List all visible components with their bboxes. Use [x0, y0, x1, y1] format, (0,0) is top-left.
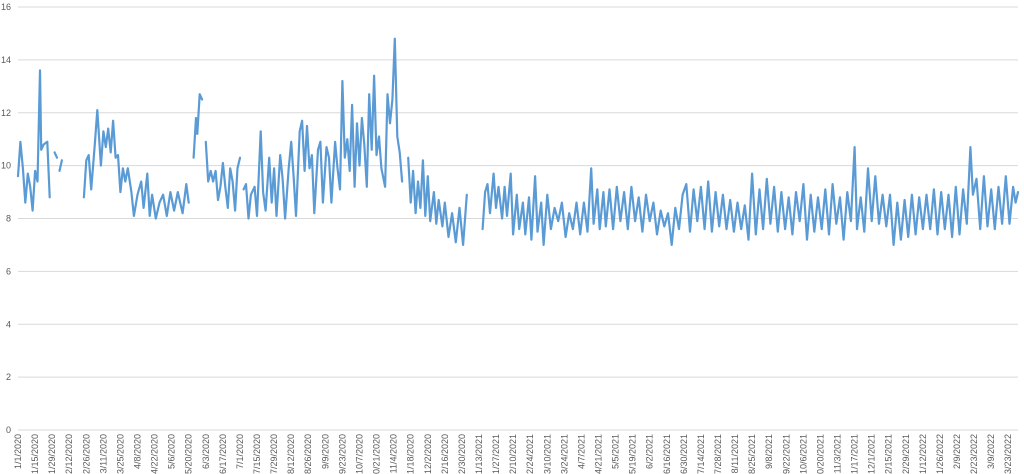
x-tick-label: 2/24/2021	[525, 434, 535, 474]
y-tick-label: 16	[1, 2, 11, 12]
x-tick-label: 12/15/2021	[884, 434, 894, 474]
x-tick-label: 3/24/2021	[559, 434, 569, 474]
x-tick-label: 6/30/2021	[679, 434, 689, 474]
x-tick-label: 6/17/2020	[218, 434, 228, 474]
x-tick-label: 8/26/2020	[303, 434, 313, 474]
x-tick-label: 9/23/2020	[337, 434, 347, 474]
series-line-segment	[481, 146, 1020, 246]
y-tick-label: 0	[6, 425, 11, 435]
y-tick-label: 8	[6, 214, 11, 224]
x-tick-label: 1/26/2022	[935, 434, 945, 474]
x-tick-label: 2/23/2022	[969, 434, 979, 474]
x-tick-label: 9/22/2021	[781, 434, 791, 474]
y-tick-label: 14	[1, 55, 11, 65]
series-line-segment	[58, 159, 63, 172]
x-tick-label: 3/11/2020	[98, 434, 108, 473]
x-tick-label: 7/1/2020	[235, 434, 245, 469]
x-tick-label: 1/13/2021	[474, 434, 484, 474]
x-tick-label: 7/29/2020	[269, 434, 279, 474]
x-tick-label: 5/5/2021	[611, 434, 621, 469]
x-tick-label: 11/4/2020	[389, 434, 399, 473]
x-tick-label: 11/3/2021	[833, 434, 843, 473]
x-tick-label: 3/10/2021	[542, 434, 552, 474]
x-tick-label: 7/15/2020	[252, 434, 262, 474]
x-tick-label: 1/27/2021	[491, 434, 501, 474]
x-tick-label: 1/29/2020	[47, 434, 57, 474]
series-line-segment	[204, 140, 242, 212]
x-tick-label: 3/25/2020	[115, 434, 125, 474]
x-tick-label: 10/21/2020	[372, 434, 382, 474]
y-tick-label: 2	[6, 372, 11, 382]
y-tick-label: 12	[1, 108, 11, 118]
x-tick-label: 1/1/2020	[13, 434, 23, 469]
x-tick-label: 2/26/2020	[81, 434, 91, 474]
x-tick-label: 7/28/2021	[713, 434, 723, 474]
x-tick-label: 6/16/2021	[662, 434, 672, 474]
x-tick-label: 9/8/2021	[764, 434, 774, 469]
x-tick-label: 2/9/2022	[952, 434, 962, 469]
x-tick-label: 8/25/2021	[747, 434, 757, 474]
y-tick-label: 6	[6, 266, 11, 276]
x-tick-label: 11/17/2021	[850, 434, 860, 474]
x-tick-label: 4/21/2021	[593, 434, 603, 474]
x-tick-label: 9/9/2020	[320, 434, 330, 469]
x-tick-label: 3/9/2022	[986, 434, 996, 469]
series-line-segment	[242, 37, 404, 220]
x-tick-label: 10/6/2021	[798, 434, 808, 474]
x-tick-label: 5/6/2020	[167, 434, 177, 469]
x-tick-label: 8/12/2020	[286, 434, 296, 474]
plot-area	[16, 37, 1020, 246]
x-tick-label: 12/16/2020	[440, 434, 450, 474]
y-tick-label: 4	[6, 319, 11, 329]
series-line-segment	[82, 109, 190, 220]
x-tick-label: 3/23/2022	[1003, 434, 1013, 474]
x-tick-label: 5/20/2020	[184, 434, 194, 474]
x-tick-label: 12/30/2020	[457, 434, 467, 474]
x-tick-label: 1/15/2020	[30, 434, 40, 474]
x-tick-label: 10/20/2021	[815, 434, 825, 474]
x-tick-label: 12/29/2021	[901, 434, 911, 474]
x-tick-label: 12/2/2020	[423, 434, 433, 474]
x-tick-label: 4/7/2021	[576, 434, 586, 469]
y-axis: 0 2 4 6 8 10 12 14 16	[1, 2, 11, 435]
x-tick-label: 4/22/2020	[150, 434, 160, 474]
series-line-segment	[53, 151, 59, 159]
y-tick-label: 10	[1, 161, 11, 171]
x-tick-label: 2/10/2021	[508, 434, 518, 474]
x-tick-label: 6/3/2020	[201, 434, 211, 469]
x-axis: 1/1/2020 1/15/2020 1/29/2020 2/12/2020 2/26/…	[13, 434, 1013, 474]
x-tick-label: 8/11/2021	[730, 434, 740, 473]
x-tick-label: 6/2/2021	[645, 434, 655, 469]
x-tick-label: 4/8/2020	[133, 434, 143, 469]
x-tick-label: 12/1/2021	[867, 434, 877, 474]
series-line-segment	[407, 156, 468, 246]
x-tick-label: 11/18/2020	[406, 434, 416, 474]
x-tick-label: 10/7/2020	[354, 434, 364, 474]
series-line-segment	[16, 69, 51, 212]
x-tick-label: 2/12/2020	[64, 434, 74, 474]
series-line-segment	[192, 93, 204, 159]
x-tick-label: 7/14/2021	[696, 434, 706, 474]
x-tick-label: 1/12/2022	[918, 434, 928, 474]
x-tick-label: 5/19/2021	[628, 434, 638, 474]
